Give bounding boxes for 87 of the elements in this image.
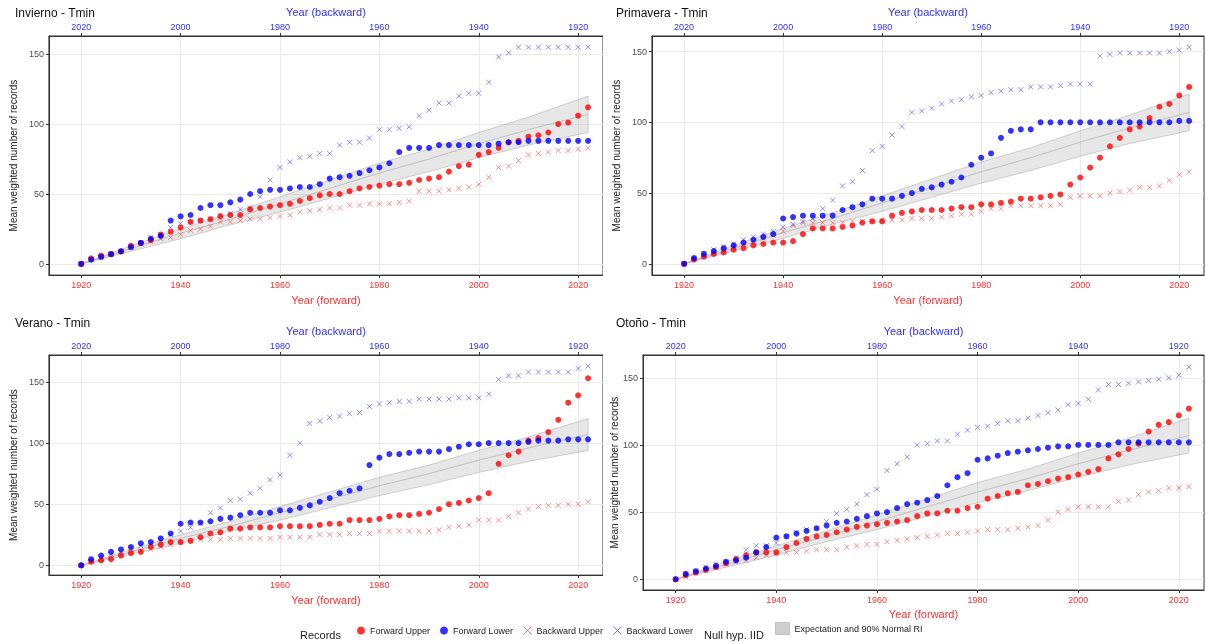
x2-tick-label: 2020 — [71, 21, 92, 32]
x2-axis-title: Year (backward) — [883, 324, 964, 337]
y-tick-label: 50 — [627, 507, 638, 518]
legend-title: Records — [300, 628, 342, 641]
x-tick-label: 2020 — [568, 279, 589, 290]
x-tick-label: 1960 — [866, 594, 887, 605]
x-tick-label: 1920 — [71, 279, 92, 290]
x2-tick-label: 1920 — [568, 21, 589, 32]
y-axis-title: Mean weighted number of records — [7, 389, 19, 541]
x-tick-label: 2020 — [568, 579, 589, 590]
y-tick-label: 100 — [631, 117, 647, 128]
y-tick-label: 150 — [28, 49, 44, 60]
y-tick-label: 50 — [33, 189, 44, 199]
x2-tick-label: 2000 — [766, 340, 787, 351]
x-tick-label: 1920 — [674, 279, 695, 290]
x-tick-label: 2020 — [1169, 279, 1190, 290]
y-tick-label: 150 — [631, 46, 647, 57]
text: Null hyp. IID — [704, 628, 764, 641]
x-tick-label: 1980 — [369, 279, 390, 290]
y-axis-title: Mean weighted number of records — [608, 396, 620, 549]
x-axis-title: Year (forward) — [893, 293, 963, 306]
x2-tick-label: 1940 — [468, 21, 489, 32]
x2-tick-label: 1980 — [269, 340, 291, 351]
x2-tick-label: 1980 — [269, 21, 291, 32]
y-axis-title: Mean weighted number of records — [7, 79, 19, 232]
x-tick-label: 2000 — [1070, 279, 1091, 290]
x-tick-label: 1940 — [773, 279, 794, 290]
legend-label: Forward Lower — [453, 625, 514, 636]
x-tick-label: 2000 — [1068, 594, 1089, 605]
x2-tick-label: 2020 — [674, 21, 695, 32]
x-tick-label: 1960 — [269, 279, 291, 290]
x2-tick-label: 2000 — [773, 21, 794, 32]
x-tick-label: 1940 — [766, 594, 787, 605]
x-tick-label: 1980 — [971, 279, 992, 290]
legend-label: Expectation and 90% Normal RI — [794, 623, 923, 634]
x2-tick-label: 2000 — [170, 21, 191, 32]
y-tick-label: 100 — [28, 438, 44, 449]
x-tick-label: 2020 — [1168, 594, 1189, 605]
x-tick-label: 1940 — [170, 579, 191, 590]
x2-tick-label: 1960 — [971, 21, 992, 32]
x2-tick-label: 1940 — [1070, 21, 1091, 32]
x-axis-title: Year (forward) — [291, 293, 361, 306]
x2-tick-label: 1980 — [866, 340, 887, 351]
x2-tick-label: 1940 — [1068, 340, 1089, 351]
x2-tick-label: 1960 — [369, 340, 390, 351]
x2-tick-label: 2000 — [170, 340, 191, 351]
x-tick-label: 1920 — [665, 594, 686, 605]
x-tick-label: 1920 — [71, 579, 92, 590]
x-tick-label: 2000 — [468, 279, 489, 290]
x2-axis-title: Year (backward) — [286, 324, 366, 337]
x2-tick-label: 1920 — [1168, 340, 1189, 351]
y-tick-label: 50 — [33, 499, 44, 510]
y-tick-label: 150 — [622, 372, 638, 383]
x2-tick-label: 1940 — [468, 340, 489, 351]
x-tick-label: 1980 — [967, 594, 988, 605]
legend-label: Forward Upper — [370, 625, 431, 636]
x2-tick-label: 2020 — [71, 340, 92, 351]
x2-tick-label: 1920 — [1169, 21, 1190, 32]
y-tick-label: 0 — [632, 574, 638, 585]
chart-title: Otoño - Tmin — [616, 316, 686, 330]
y-tick-label: 150 — [28, 376, 44, 387]
y-tick-label: 50 — [636, 188, 647, 199]
y-tick-label: 100 — [28, 119, 44, 130]
chart-title: Verano - Tmin — [15, 316, 91, 330]
x2-tick-label: 2020 — [665, 340, 686, 351]
y-tick-label: 0 — [641, 258, 647, 269]
legend-label: Backward Lower — [626, 625, 694, 636]
y-axis-title: Mean weighted number of records — [610, 79, 622, 232]
x2-tick-label: 1980 — [872, 21, 893, 32]
x-tick-label: 1940 — [170, 279, 191, 290]
x-tick-label: 1980 — [369, 579, 390, 590]
x2-tick-label: 1960 — [967, 340, 988, 351]
x2-axis-title: Year (backward) — [888, 5, 968, 18]
x2-tick-label: 1920 — [568, 340, 589, 351]
x-axis-title: Year (forward) — [888, 608, 959, 621]
x-tick-label: 1960 — [269, 579, 291, 590]
x-tick-label: 2000 — [468, 579, 489, 590]
chart-title: Invierno - Tmin — [15, 6, 95, 20]
x-axis-title: Year (forward) — [291, 593, 361, 606]
x-tick-label: 1960 — [872, 279, 893, 290]
x2-axis-title: Year (backward) — [286, 5, 366, 18]
y-tick-label: 0 — [38, 258, 44, 269]
legend-label: Backward Upper — [536, 625, 604, 636]
y-tick-label: 0 — [38, 560, 44, 571]
y-tick-label: 100 — [622, 439, 638, 450]
chart-title: Primavera - Tmin — [616, 6, 708, 20]
x2-tick-label: 1960 — [369, 21, 390, 32]
